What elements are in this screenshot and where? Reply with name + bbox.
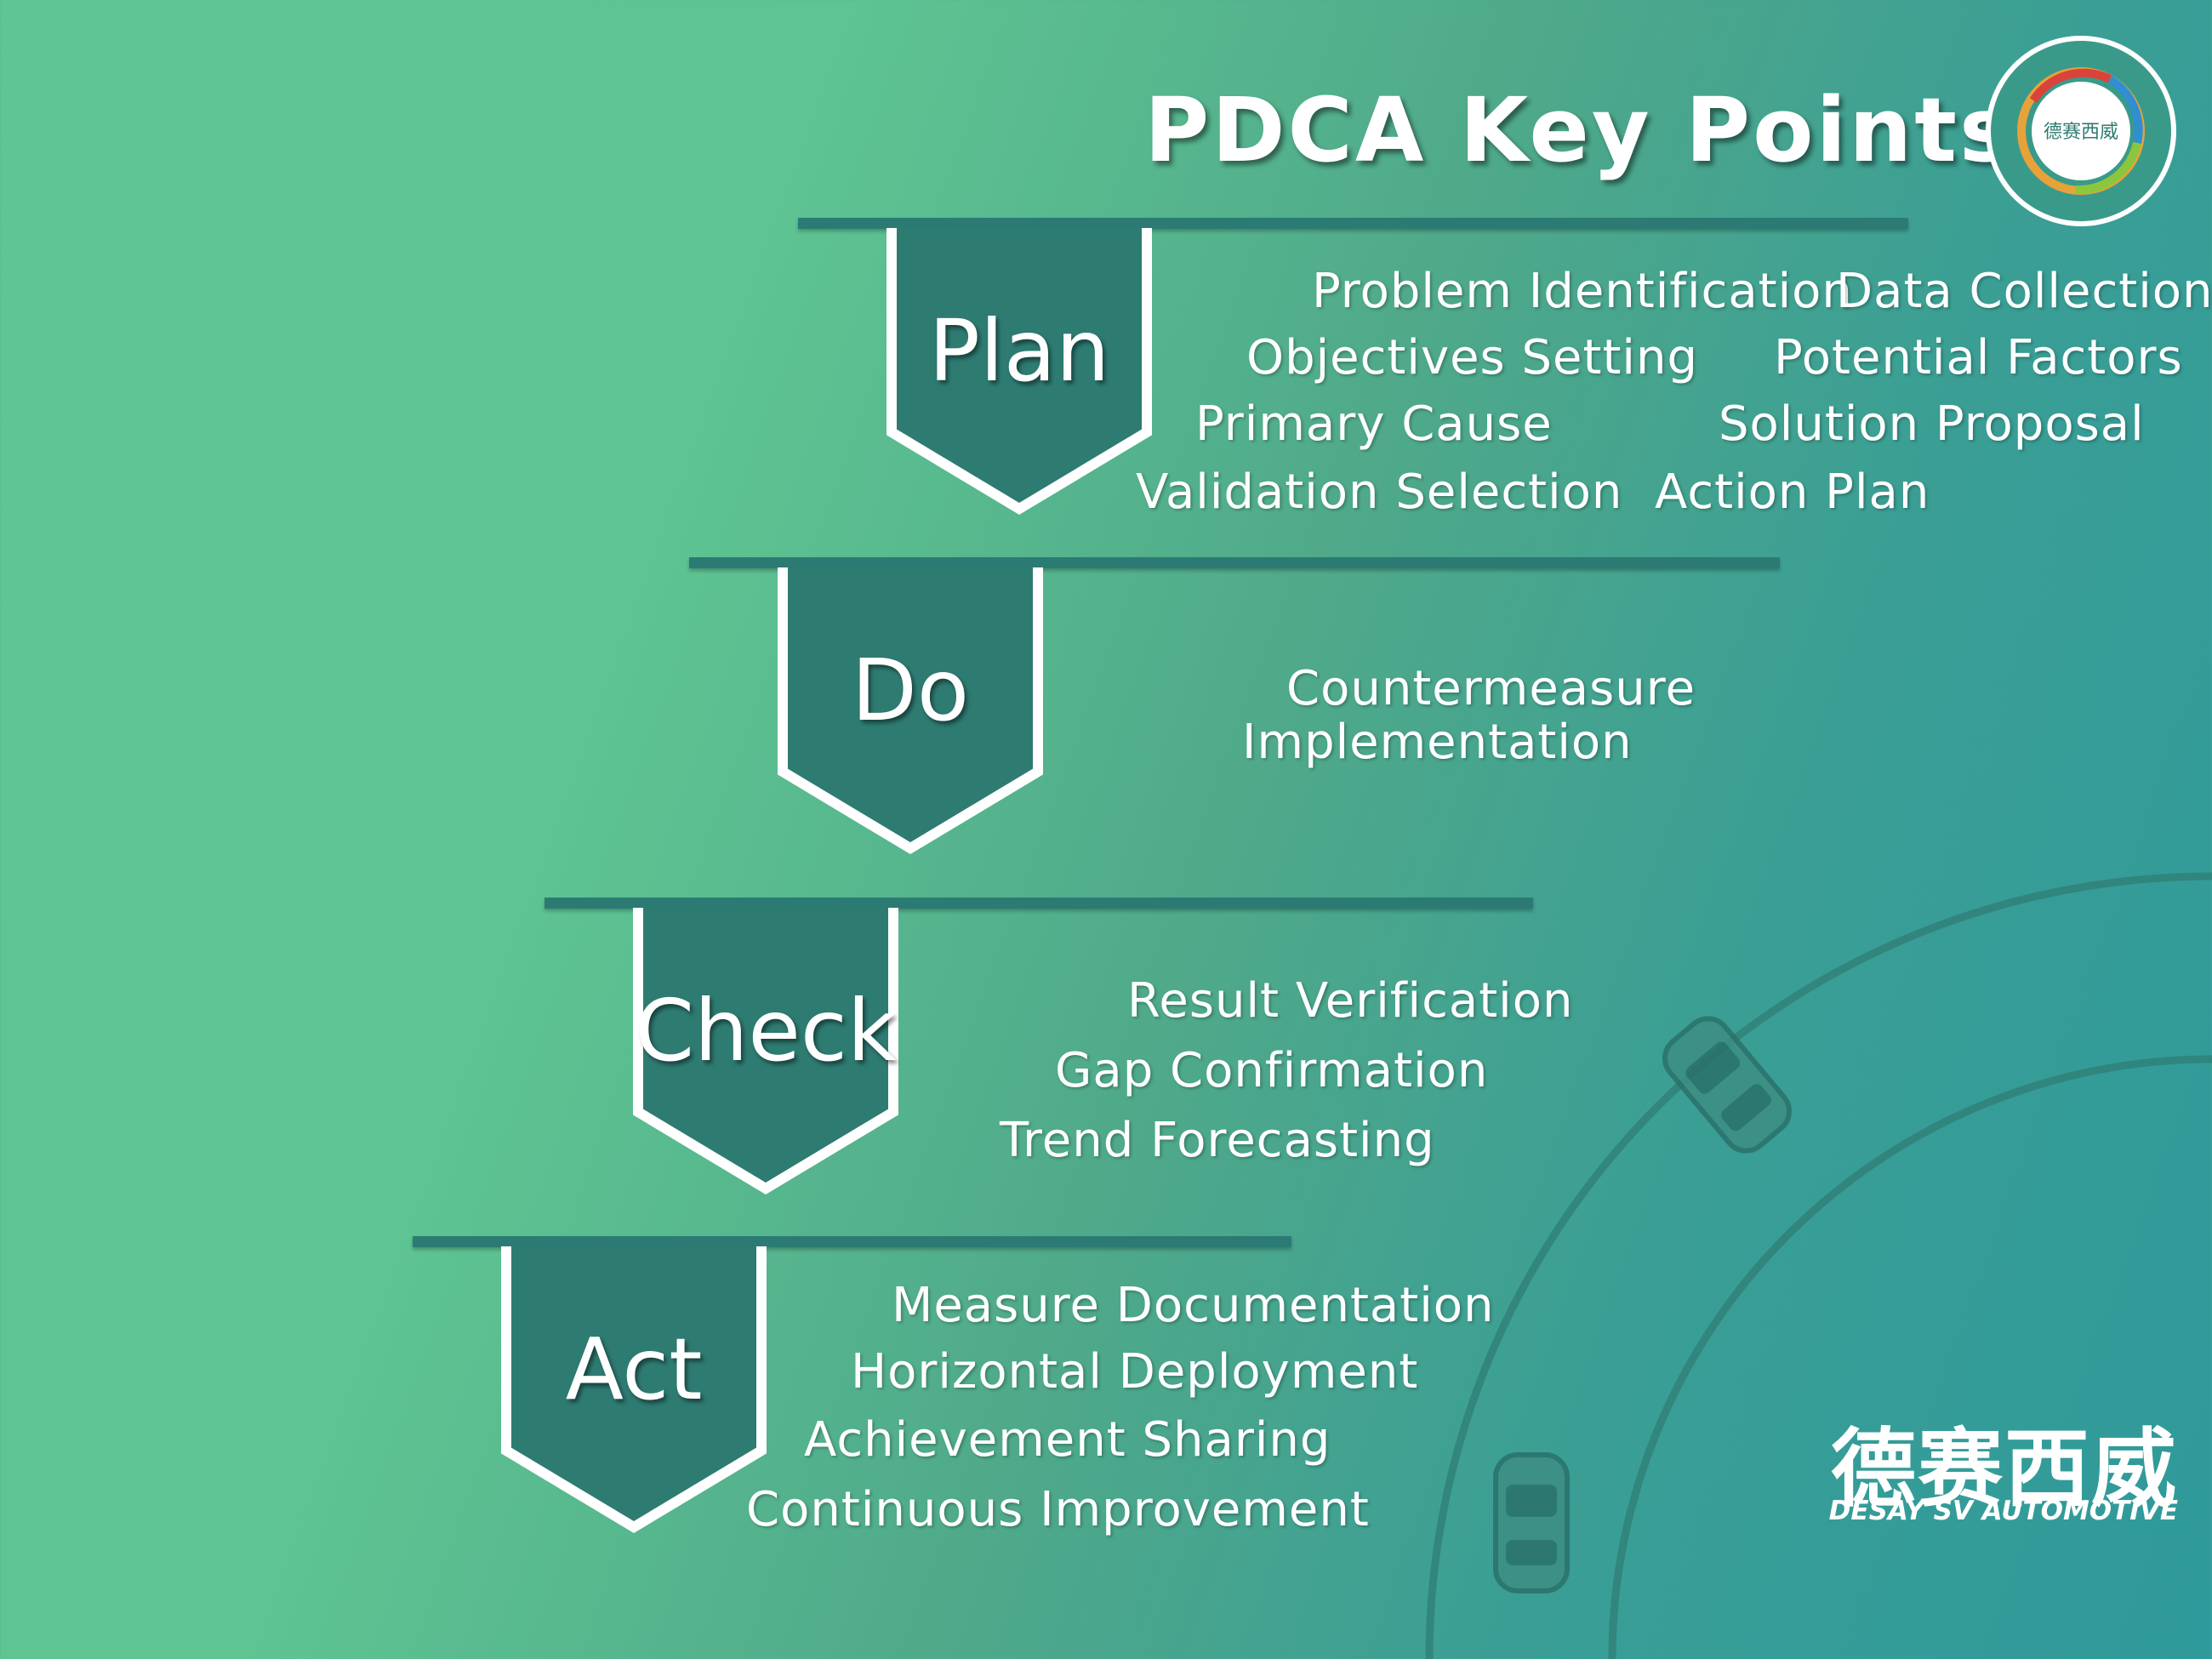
do-point: Implementation	[1242, 715, 1633, 770]
check-bar	[544, 898, 1533, 909]
plan-bar	[798, 218, 1908, 229]
do-chevron: Do	[774, 567, 1046, 857]
do-bar	[689, 557, 1780, 568]
plan-label: Plan	[928, 301, 1110, 401]
car-icon	[1493, 1452, 1570, 1593]
check-point: Result Verification	[1127, 973, 1574, 1029]
act-chevron: Act	[498, 1246, 770, 1536]
check-label: Check	[635, 981, 897, 1080]
passion-for-excellence-logo: 德赛西威	[1982, 32, 2180, 230]
check-point: Trend Forecasting	[1000, 1113, 1435, 1168]
car-icon	[1662, 1016, 1792, 1154]
act-point: Horizontal Deployment	[851, 1344, 1419, 1400]
act-label: Act	[565, 1320, 703, 1419]
plan-point: Primary Cause	[1195, 396, 1553, 452]
plan-point: Solution Proposal	[1719, 396, 2145, 452]
plan-point: Objectives Setting	[1246, 330, 1699, 385]
brand-logo-chinese: 德赛西威	[1831, 1419, 2178, 1519]
do-label: Do	[851, 641, 970, 740]
plan-point: Validation Selection	[1136, 465, 1623, 520]
act-point: Continuous Improvement	[746, 1482, 1370, 1537]
plan-point: Action Plan	[1655, 465, 1930, 520]
plan-point: Data Collection	[1836, 264, 2212, 319]
check-chevron: Check	[630, 908, 902, 1197]
act-point: Achievement Sharing	[804, 1412, 1331, 1468]
act-bar	[413, 1236, 1291, 1247]
brand-logo-english: DESAY SV AUTOMOTIVE	[1828, 1496, 2178, 1526]
plan-point: Problem Identification	[1312, 264, 1853, 319]
svg-text:德赛西威: 德赛西威	[2044, 122, 2118, 143]
do-point: Countermeasure	[1286, 661, 1696, 716]
plan-chevron: Plan	[883, 228, 1155, 517]
plan-point: Potential Factors	[1774, 330, 2183, 385]
page-title: PDCA Key Points	[1144, 78, 2015, 182]
act-point: Measure Documentation	[892, 1278, 1495, 1333]
check-point: Gap Confirmation	[1055, 1043, 1489, 1098]
